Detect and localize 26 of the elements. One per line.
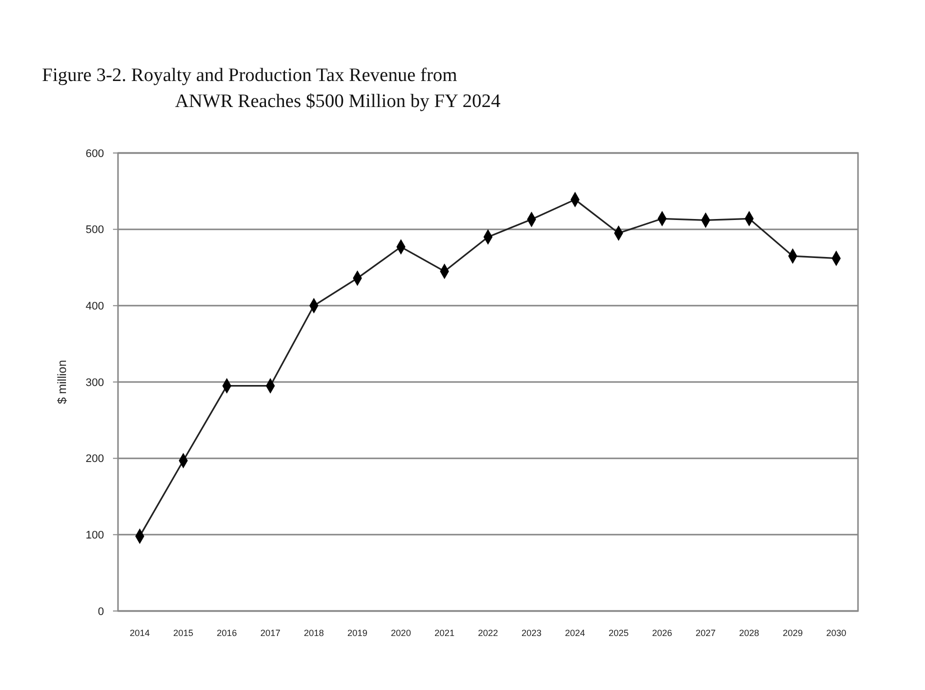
- x-tick-label: 2018: [304, 628, 324, 638]
- x-tick-label: 2021: [434, 628, 454, 638]
- x-tick-label: 2026: [652, 628, 672, 638]
- x-tick-label: 2027: [696, 628, 716, 638]
- x-tick-label: 2023: [522, 628, 542, 638]
- x-tick-label: 2028: [739, 628, 760, 638]
- y-tick-label: 500: [86, 224, 104, 236]
- x-tick-label: 2017: [260, 628, 280, 638]
- x-tick-label: 2016: [216, 628, 237, 638]
- x-tick-label: 2029: [782, 628, 803, 638]
- y-axis-title: $ million: [55, 360, 69, 404]
- x-tick-label: 2019: [347, 628, 368, 638]
- y-tick-label: 0: [98, 606, 104, 618]
- x-tick-label: 2025: [608, 628, 629, 638]
- y-tick-label: 200: [86, 453, 104, 466]
- x-tick-label: 2014: [130, 628, 150, 638]
- x-tick-label: 2020: [390, 628, 411, 638]
- x-tick-label: 2015: [173, 628, 194, 638]
- x-tick-label: 2022: [478, 628, 498, 638]
- y-tick-label: 300: [86, 376, 104, 389]
- chart-title: Figure 3-2. Royalty and Production Tax Revenue from ANWR Reaches $500 Million by FY 2024: [42, 65, 501, 112]
- x-tick-label: 2024: [565, 628, 586, 638]
- y-tick-label: 100: [86, 530, 104, 542]
- x-tick-label: 2030: [826, 628, 846, 638]
- y-tick-label: 400: [86, 300, 104, 313]
- y-tick-label: 600: [86, 148, 104, 160]
